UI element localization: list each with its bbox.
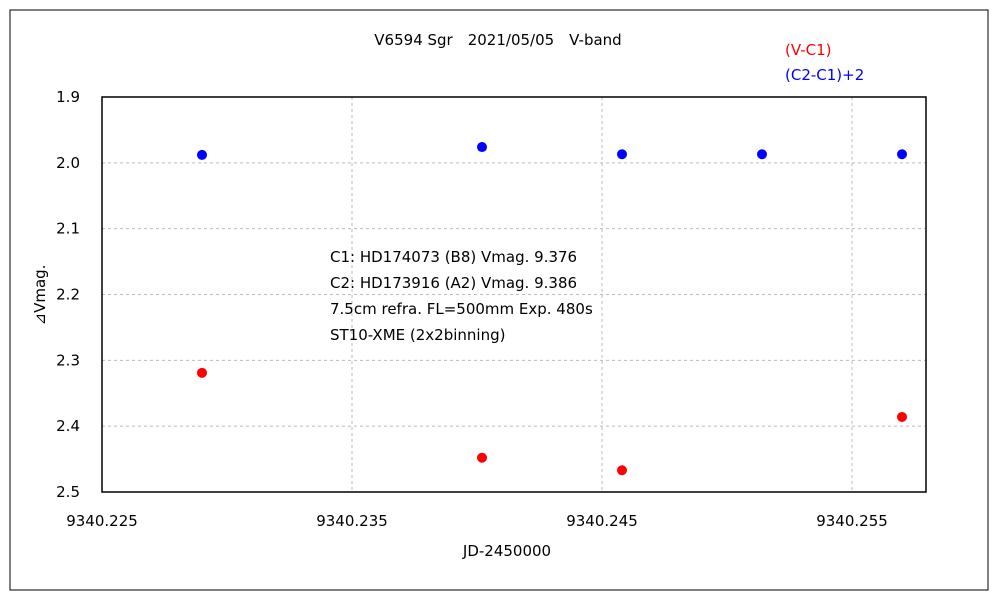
point-c2-c1 xyxy=(197,149,207,160)
point-v-c1 xyxy=(197,367,207,378)
point-c2-c1 xyxy=(617,149,627,160)
y-tick-label: 2.1 xyxy=(56,220,80,238)
point-v-c1 xyxy=(617,465,627,476)
x-tick-label: 9340.245 xyxy=(566,512,638,530)
y-tick-label: 2.2 xyxy=(56,286,80,304)
data-points xyxy=(197,142,907,476)
annotation-camera: ST10-XME (2x2binning) xyxy=(330,326,505,344)
annotation-telescope: 7.5cm refra. FL=500mm Exp. 480s xyxy=(330,300,593,318)
chart-frame xyxy=(9,9,989,591)
y-tick-label: 2.3 xyxy=(56,351,80,369)
x-tick-label: 9340.235 xyxy=(316,512,388,530)
x-tick-label: 9340.255 xyxy=(816,512,888,530)
legend-v-c1: (V-C1) xyxy=(785,41,832,59)
y-tick-label: 2.5 xyxy=(56,483,80,501)
point-c2-c1 xyxy=(477,142,487,153)
grid xyxy=(102,97,926,492)
chart-title: V6594 Sgr 2021/05/05 V-band xyxy=(374,31,621,49)
y-tick-label: 2.0 xyxy=(56,154,80,172)
y-tick-label: 1.9 xyxy=(56,88,80,106)
y-tick-labels: 1.9 2.0 2.1 2.2 2.3 2.4 2.5 xyxy=(56,88,80,501)
point-c2-c1 xyxy=(897,149,907,160)
point-c2-c1 xyxy=(757,149,767,160)
y-axis-label: ⊿Vmag. xyxy=(31,265,49,326)
point-v-c1 xyxy=(897,411,907,422)
legend-c2-c1: (C2-C1)+2 xyxy=(785,66,864,84)
annotation-c2: C2: HD173916 (A2) Vmag. 9.386 xyxy=(330,274,577,292)
x-axis-label: JD-2450000 xyxy=(462,542,551,560)
annotation-block: C1: HD174073 (B8) Vmag. 9.376 C2: HD1739… xyxy=(330,248,593,344)
annotation-c1: C1: HD174073 (B8) Vmag. 9.376 xyxy=(330,248,577,266)
x-tick-labels: 9340.225 9340.235 9340.245 9340.255 xyxy=(66,512,888,530)
point-v-c1 xyxy=(477,452,487,463)
y-tick-label: 2.4 xyxy=(56,417,80,435)
plot-area xyxy=(101,96,927,493)
x-tick-label: 9340.225 xyxy=(66,512,138,530)
